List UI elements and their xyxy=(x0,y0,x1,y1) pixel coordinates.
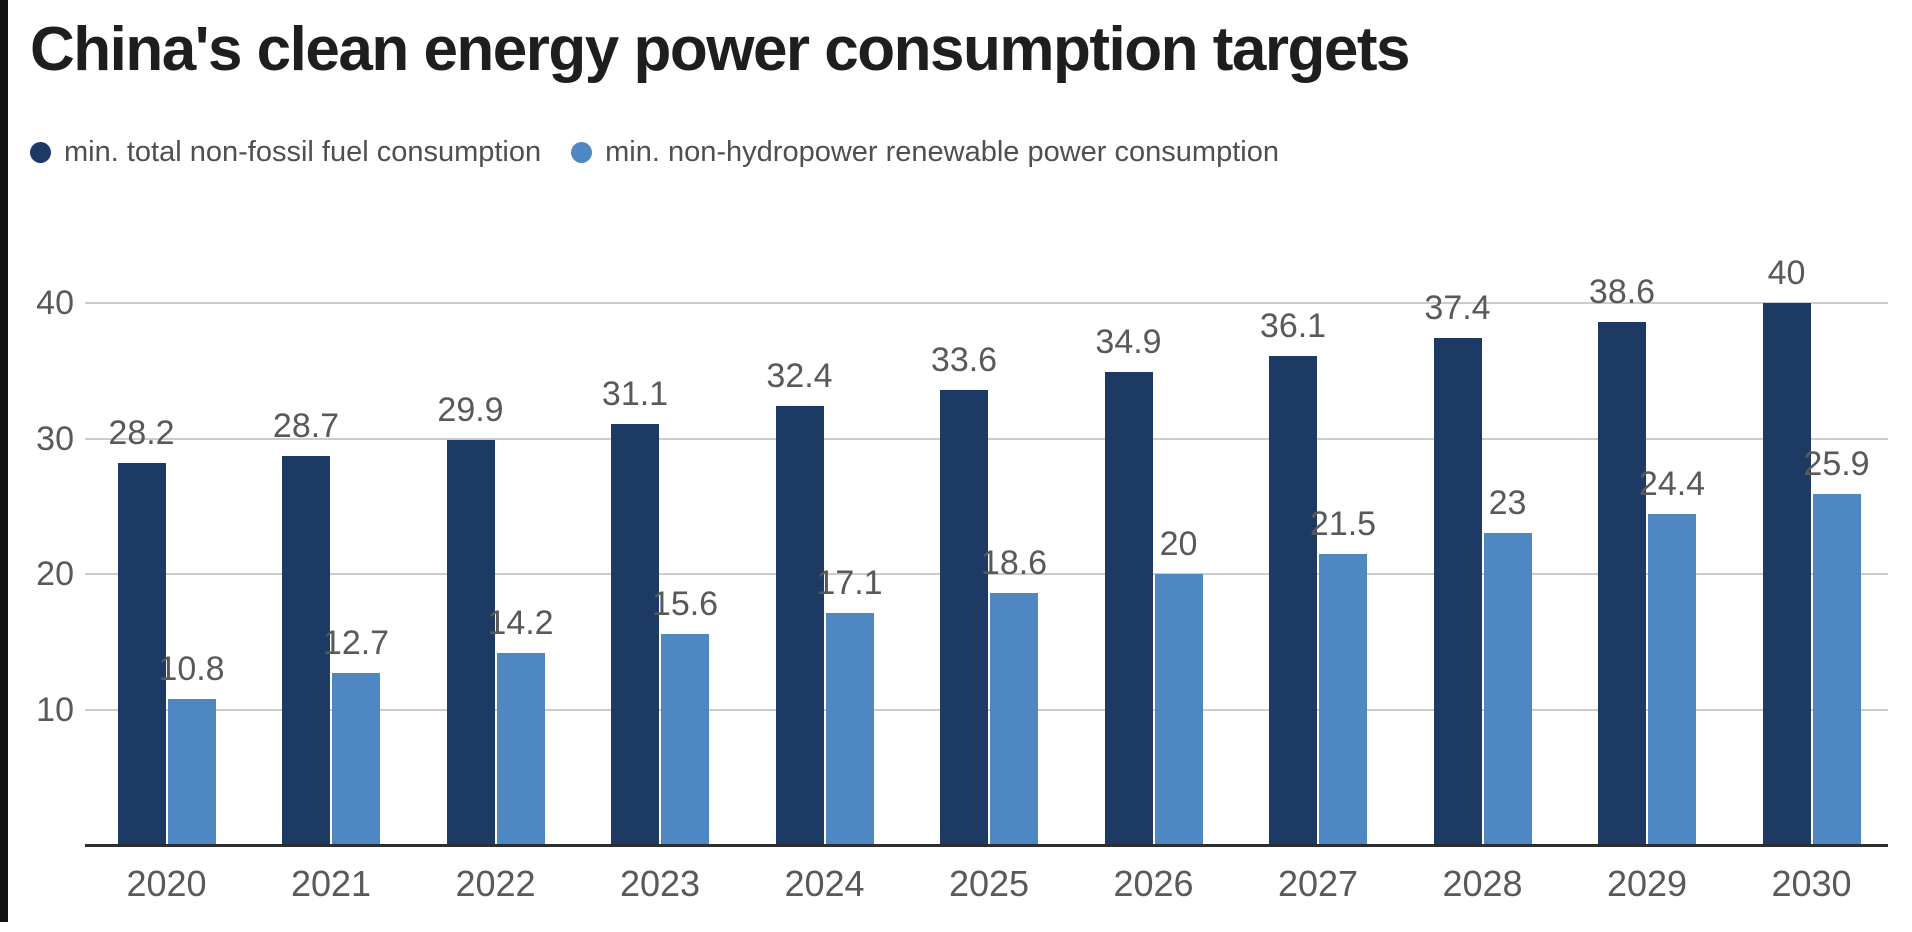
xtick-label-2025: 2025 xyxy=(948,863,1030,904)
bar-non-hydro-2030 xyxy=(1812,494,1861,845)
legend-swatch-light-blue-icon xyxy=(571,142,593,163)
bar-non-fossil-2020 xyxy=(117,463,166,845)
xtick-label-2026: 2026 xyxy=(1113,863,1194,904)
value-label-non-fossil-2029: 38.6 xyxy=(1588,273,1656,311)
value-label-non-fossil-2028: 37.4 xyxy=(1424,289,1491,327)
value-label-non-hydro-2024: 17.1 xyxy=(816,564,883,602)
bar-non-hydro-2023 xyxy=(661,634,709,845)
ytick-label-20: 20 xyxy=(36,555,74,593)
bar-non-fossil-2024 xyxy=(775,406,824,845)
bar-non-hydro-2029 xyxy=(1648,514,1696,845)
bar-non-fossil-2027 xyxy=(1269,356,1317,845)
bar-non-hydro-2021 xyxy=(332,673,380,845)
xtick-label-2020: 2020 xyxy=(126,863,207,904)
bar-non-hydro-2027 xyxy=(1319,554,1367,845)
value-label-non-hydro-2030: 25.9 xyxy=(1803,445,1870,483)
bar-non-hydro-2028 xyxy=(1483,533,1532,845)
value-label-non-fossil-2022: 29.9 xyxy=(437,391,504,429)
ytick-label-10: 10 xyxy=(36,690,74,729)
legend-swatch-dark-blue-icon xyxy=(30,142,51,163)
bar-non-fossil-2028 xyxy=(1433,338,1482,845)
bar-non-hydro-2020 xyxy=(167,699,216,845)
value-label-non-fossil-2025: 33.6 xyxy=(930,341,998,379)
x-axis-line xyxy=(85,844,1888,847)
value-label-non-fossil-2024: 32.4 xyxy=(766,357,833,395)
value-label-non-fossil-2026: 34.9 xyxy=(1095,323,1162,361)
value-label-non-fossil-2027: 36.1 xyxy=(1259,307,1327,345)
legend-item-non-fossil: min. total non-fossil fuel consumption xyxy=(30,136,541,169)
value-label-non-hydro-2022: 14.2 xyxy=(487,604,554,642)
legend: min. total non-fossil fuel consumption m… xyxy=(30,136,1279,169)
bar-non-fossil-2022 xyxy=(446,440,495,845)
bar-non-hydro-2026 xyxy=(1154,574,1203,845)
value-label-non-fossil-2020: 28.2 xyxy=(108,414,175,452)
chart-title: China's clean energy power consumption t… xyxy=(30,15,1410,84)
bar-non-fossil-2030 xyxy=(1762,303,1811,845)
value-label-non-hydro-2029: 24.4 xyxy=(1638,465,1706,503)
xtick-label-2030: 2030 xyxy=(1771,863,1852,904)
xtick-label-2029: 2029 xyxy=(1606,863,1688,904)
bar-non-fossil-2029 xyxy=(1598,322,1646,845)
xtick-label-2024: 2024 xyxy=(784,863,865,904)
xtick-label-2027: 2027 xyxy=(1277,863,1359,904)
bar-non-fossil-2023 xyxy=(611,424,659,845)
xtick-label-2028: 2028 xyxy=(1442,863,1523,904)
value-label-non-hydro-2026: 20 xyxy=(1159,525,1198,563)
value-label-non-hydro-2027: 21.5 xyxy=(1309,505,1377,543)
ytick-label-40: 40 xyxy=(36,284,74,322)
value-label-non-hydro-2020: 10.8 xyxy=(158,650,225,688)
window-left-edge xyxy=(0,0,8,922)
ytick-label-30: 30 xyxy=(36,419,74,458)
value-label-non-fossil-2023: 31.1 xyxy=(601,375,669,413)
legend-label-non-hydro: min. non-hydropower renewable power cons… xyxy=(605,136,1279,168)
bar-non-hydro-2022 xyxy=(496,653,545,845)
bar-non-fossil-2025 xyxy=(940,390,988,845)
value-label-non-fossil-2021: 28.7 xyxy=(272,407,340,445)
value-label-non-hydro-2021: 12.7 xyxy=(322,624,390,662)
legend-label-non-fossil: min. total non-fossil fuel consumption xyxy=(64,136,542,168)
value-label-non-fossil-2030: 40 xyxy=(1767,254,1806,292)
value-label-non-hydro-2023: 15.6 xyxy=(651,585,719,623)
legend-item-non-hydro: min. non-hydropower renewable power cons… xyxy=(571,136,1279,169)
bar-non-fossil-2026 xyxy=(1104,372,1153,845)
xtick-label-2021: 2021 xyxy=(290,863,372,904)
bar-non-hydro-2025 xyxy=(990,593,1038,845)
xtick-label-2023: 2023 xyxy=(619,863,701,904)
gridline-y40 xyxy=(85,302,1888,304)
bar-non-fossil-2021 xyxy=(282,456,330,845)
value-label-non-hydro-2028: 23 xyxy=(1488,484,1527,522)
xtick-label-2022: 2022 xyxy=(455,863,536,904)
bar-non-hydro-2024 xyxy=(825,613,874,845)
value-label-non-hydro-2025: 18.6 xyxy=(980,544,1048,582)
